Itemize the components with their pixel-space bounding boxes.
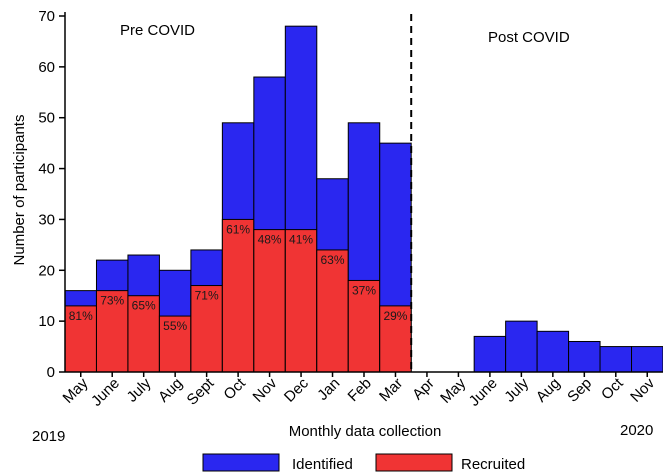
- post-covid-label: Post COVID: [488, 29, 570, 46]
- legend-swatch-recruited: [375, 453, 453, 472]
- y-tick-label-3: 30: [38, 211, 55, 228]
- percent-label-7: 41%: [289, 233, 313, 247]
- y-tick-label-4: 40: [38, 161, 55, 178]
- x-tick-label-15: Aug: [533, 375, 564, 406]
- percent-label-3: 55%: [163, 319, 187, 333]
- y-tick-label-5: 50: [38, 110, 55, 127]
- bar-recruited-0: [64, 305, 97, 373]
- percent-label-2: 65%: [132, 299, 156, 313]
- legend: Identified Recruited: [202, 453, 525, 473]
- bar-recruited-7: [284, 229, 318, 373]
- bar-recruited-9: [347, 279, 381, 373]
- y-tick-label-0: 0: [47, 364, 55, 381]
- year-label-2020: 2020: [620, 422, 653, 439]
- percent-label-6: 48%: [258, 233, 282, 247]
- x-tick-label-3: Aug: [155, 375, 186, 406]
- x-tick-label-5: Oct: [220, 374, 249, 403]
- x-tick-label-9: Feb: [345, 375, 375, 405]
- bar-recruited-6: [253, 229, 286, 373]
- y-axis-title: Number of participants: [11, 115, 28, 266]
- y-tick-label-1: 10: [38, 313, 55, 330]
- legend-swatch-identified: [202, 453, 280, 472]
- bar-recruited-8: [316, 249, 349, 373]
- bar-recruited-10: [379, 305, 412, 373]
- percent-label-8: 63%: [321, 253, 345, 267]
- x-tick-label-0: May: [60, 374, 92, 406]
- bar-identified-17: [599, 346, 633, 373]
- bars-layer: [64, 25, 663, 373]
- x-tick-label-2: July: [124, 374, 155, 405]
- pre-covid-label: Pre COVID: [120, 22, 195, 39]
- percent-labels-layer: 81% 73% 65% 55% 71% 61% 48% 41% 63% 37% 29%: [69, 222, 408, 333]
- y-tick-label-2: 20: [38, 262, 55, 279]
- x-tick-label-11: Apr: [409, 375, 438, 404]
- percent-label-0: 81%: [69, 309, 93, 323]
- x-tick-label-14: July: [501, 374, 532, 405]
- legend-label-identified: Identified: [292, 456, 353, 473]
- y-tick-label-6: 60: [38, 59, 55, 76]
- x-tick-label-13: June: [466, 375, 501, 410]
- x-tick-label-4: Sept: [184, 374, 218, 408]
- x-tick-label-1: June: [88, 375, 123, 410]
- x-tick-label-18: Nov: [627, 374, 658, 405]
- bar-recruited-5: [221, 218, 255, 373]
- bar-recruited-3: [158, 315, 192, 373]
- bar-identified-14: [505, 320, 538, 373]
- legend-label-recruited: Recruited: [461, 456, 525, 473]
- percent-label-4: 71%: [195, 289, 219, 303]
- x-tick-label-6: Nov: [250, 374, 281, 405]
- bar-recruited-4: [190, 285, 223, 373]
- x-tick-label-16: Sep: [564, 375, 595, 406]
- percent-label-5: 61%: [226, 222, 250, 236]
- x-tick-label-12: May: [437, 374, 469, 406]
- bar-identified-18: [631, 346, 663, 373]
- bar-recruited-2: [127, 295, 160, 373]
- y-tick-label-7: 70: [38, 8, 55, 25]
- y-axis: 0 10 20 30 40 50 60 70: [38, 8, 66, 381]
- bar-identified-15: [536, 330, 570, 373]
- percent-label-1: 73%: [100, 294, 124, 308]
- bar-identified-16: [568, 340, 601, 373]
- percent-label-9: 37%: [352, 283, 376, 297]
- x-tick-label-8: Jan: [314, 375, 343, 404]
- x-tick-label-7: Dec: [281, 374, 312, 405]
- percent-label-10: 29%: [383, 309, 407, 323]
- bar-identified-13: [473, 335, 507, 373]
- x-tick-label-10: Mar: [376, 375, 406, 405]
- x-tick-label-17: Oct: [598, 374, 627, 403]
- x-axis-title: Monthly data collection: [289, 423, 442, 440]
- year-label-2019: 2019: [32, 428, 65, 445]
